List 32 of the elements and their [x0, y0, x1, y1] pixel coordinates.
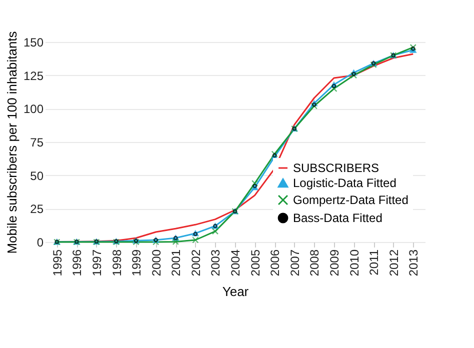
x-tick-label: 2012 — [386, 249, 401, 276]
legend-label: Logistic-Data Fitted — [293, 176, 396, 190]
x-tick-label: 1995 — [50, 249, 64, 276]
x-tick-label: 2013 — [406, 249, 421, 276]
x-tick-label: 2004 — [228, 249, 242, 276]
x-tick-label: 2000 — [149, 249, 164, 276]
legend-label: Bass-Data Fitted — [293, 211, 382, 225]
x-tick-label: 2006 — [268, 249, 282, 276]
x-tick-label: 2009 — [327, 249, 342, 276]
legend-label: Gompertz-Data Fitted — [293, 193, 408, 207]
x-tick-label: 2005 — [248, 249, 262, 276]
y-tick-label: 50 — [30, 168, 44, 183]
x-axis-title: Year — [222, 284, 250, 300]
y-tick-label: 25 — [30, 202, 44, 216]
x-tick-label: 1996 — [70, 249, 84, 276]
y-tick-label: 150 — [23, 36, 44, 50]
x-tick-label: 1999 — [130, 249, 144, 276]
y-tick-label: 100 — [23, 102, 44, 116]
x-tick-label: 2003 — [208, 249, 223, 276]
y-tick-label: 0 — [36, 236, 44, 250]
x-tick-label: 2010 — [347, 249, 362, 276]
x-tick-label: 2002 — [188, 249, 203, 276]
x-tick-label: 2008 — [308, 249, 322, 276]
y-tick-label: 125 — [23, 68, 44, 83]
x-tick-label: 2011 — [367, 249, 382, 276]
x-tick-label: 1997 — [90, 249, 104, 276]
x-tick-label: 1998 — [110, 249, 124, 276]
x-tick-label: 2001 — [169, 249, 184, 276]
y-axis-title: Mobile subscribers per 100 inhabitants — [4, 30, 20, 254]
x-tick-label: 2007 — [288, 249, 302, 276]
y-tick-label: 75 — [30, 136, 44, 150]
legend-label: SUBSCRIBERS — [293, 161, 380, 175]
